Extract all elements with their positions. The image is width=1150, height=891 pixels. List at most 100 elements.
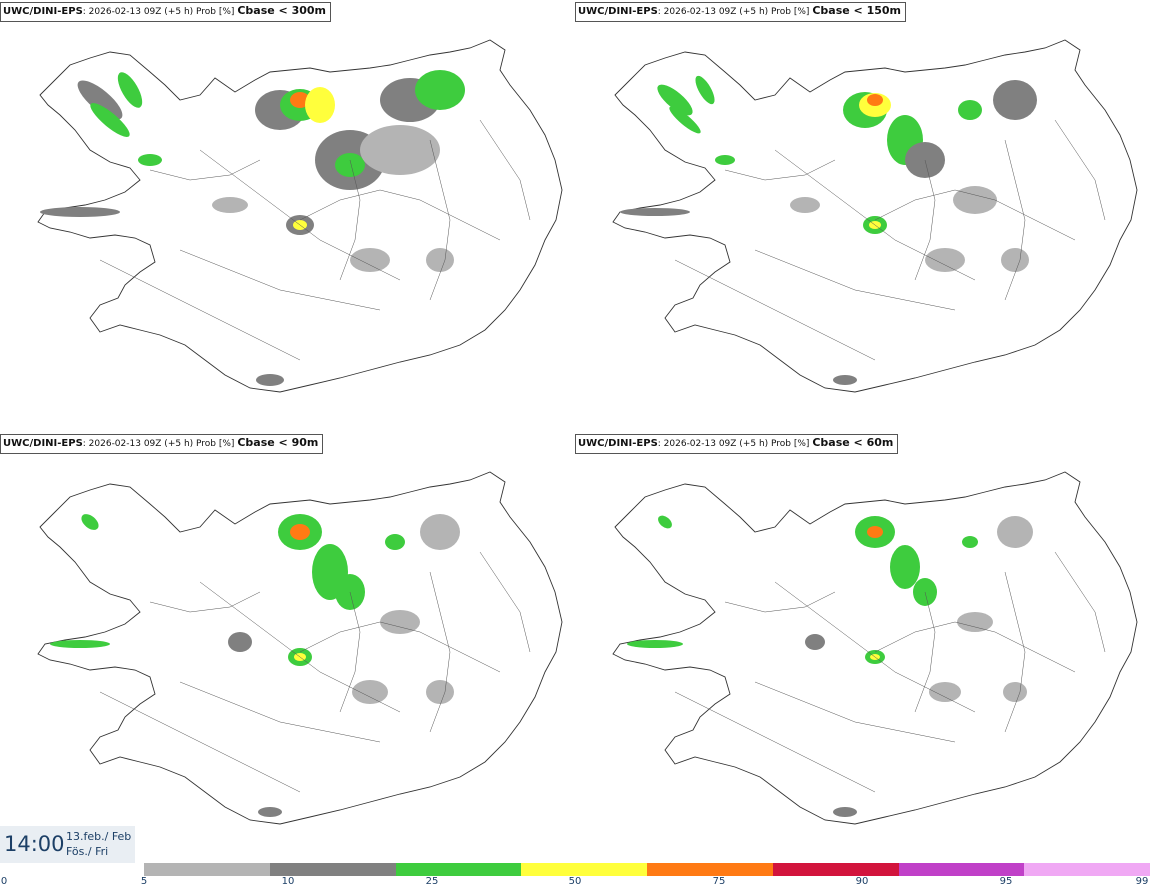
region-boundary (339, 591, 361, 713)
probability-area (360, 125, 440, 175)
region-boundary (429, 139, 451, 301)
probability-area (81, 514, 99, 530)
valid-date: 13.feb./ Feb (66, 830, 132, 843)
probability-area (833, 375, 857, 385)
map-panel-90m: UWC/DINI-EPS: 2026-02-13 09Z (+5 h) Prob… (0, 432, 575, 862)
iceland-map (37, 471, 563, 825)
probability-area (867, 526, 883, 538)
region-boundary (99, 259, 301, 361)
region-boundary (99, 691, 301, 793)
probability-area (212, 197, 248, 213)
colorbar-segment (898, 863, 1025, 876)
valid-weekday: Fös./ Fri (66, 845, 109, 858)
probability-area (715, 155, 735, 165)
region-boundary (754, 249, 956, 311)
region-boundary (1054, 119, 1106, 221)
valid-time-box: 14:00 13.feb./ Feb Fös./ Fri (0, 826, 135, 863)
probability-colorbar (144, 863, 1150, 876)
probability-area (335, 153, 365, 177)
probability-area (90, 103, 130, 137)
region-boundary (914, 159, 936, 281)
probability-area (420, 514, 460, 550)
map-panel-300m: UWC/DINI-EPS: 2026-02-13 09Z (+5 h) Prob… (0, 0, 575, 430)
probability-area (426, 248, 454, 272)
colorbar-tick: 0 (0, 876, 8, 887)
probability-area (385, 534, 405, 550)
colorbar-segment (395, 863, 522, 876)
probability-area (805, 634, 825, 650)
probability-area (657, 84, 693, 116)
region-boundary (1004, 571, 1026, 733)
colorbar-tick: 95 (999, 876, 1013, 887)
probability-area (833, 807, 857, 817)
colorbar-tick: 25 (425, 876, 439, 887)
region-boundary (149, 591, 261, 613)
region-boundary (774, 581, 976, 713)
region-boundary (299, 189, 501, 241)
colorbar-tick: 75 (712, 876, 726, 887)
region-boundary (874, 189, 1076, 241)
iceland-map (612, 39, 1138, 393)
region-boundary (774, 149, 976, 281)
colorbar-segment (772, 863, 899, 876)
panel-title: UWC/DINI-EPS: 2026-02-13 09Z (+5 h) Prob… (0, 434, 324, 454)
probability-area (258, 807, 282, 817)
probability-area (790, 197, 820, 213)
probability-area (350, 248, 390, 272)
colorbar-segment (269, 863, 396, 876)
probability-area (658, 515, 672, 529)
iceland-map (37, 39, 563, 393)
region-boundary (339, 159, 361, 281)
colorbar-tick: 90 (855, 876, 869, 887)
region-boundary (179, 681, 381, 743)
colorbar-tick: 5 (140, 876, 148, 887)
iceland-map (612, 471, 1138, 825)
probability-area (50, 640, 110, 648)
probability-area (1003, 682, 1027, 702)
probability-area (1001, 248, 1029, 272)
region-boundary (724, 591, 836, 613)
probability-area (669, 106, 701, 134)
colorbar-segment (1024, 863, 1150, 876)
panel-title: UWC/DINI-EPS: 2026-02-13 09Z (+5 h) Prob… (575, 434, 899, 454)
probability-area (117, 72, 143, 108)
region-boundary (199, 149, 401, 281)
region-boundary (149, 159, 261, 181)
panel-title: UWC/DINI-EPS: 2026-02-13 09Z (+5 h) Prob… (0, 2, 332, 22)
probability-area (953, 186, 997, 214)
probability-area (867, 94, 883, 106)
region-boundary (479, 119, 531, 221)
probability-area (290, 92, 310, 108)
region-boundary (179, 249, 381, 311)
probability-area (962, 536, 978, 548)
probability-area (997, 516, 1033, 548)
probability-area (228, 632, 252, 652)
map-panel-60m: UWC/DINI-EPS: 2026-02-13 09Z (+5 h) Prob… (575, 432, 1150, 862)
region-boundary (674, 691, 876, 793)
colorbar-tick: 10 (281, 876, 295, 887)
probability-area (957, 612, 993, 632)
probability-area (426, 680, 454, 704)
region-boundary (429, 571, 451, 733)
region-boundary (674, 259, 876, 361)
valid-hour: 14:00 (4, 832, 65, 856)
region-boundary (914, 591, 936, 713)
probability-area (929, 682, 961, 702)
probability-area (993, 80, 1037, 120)
panel-title: UWC/DINI-EPS: 2026-02-13 09Z (+5 h) Prob… (575, 2, 907, 22)
probability-area (958, 100, 982, 120)
probability-area (256, 374, 284, 386)
region-boundary (299, 621, 501, 673)
probability-area (695, 75, 715, 105)
probability-area (620, 208, 690, 216)
region-boundary (1004, 139, 1026, 301)
region-boundary (724, 159, 836, 181)
colorbar-tick: 99 (1135, 876, 1149, 887)
probability-area (77, 80, 123, 120)
probability-area (925, 248, 965, 272)
probability-area (415, 70, 465, 110)
probability-area (627, 640, 683, 648)
colorbar-segment (647, 863, 773, 876)
probability-area (290, 524, 310, 540)
region-boundary (1054, 551, 1106, 653)
